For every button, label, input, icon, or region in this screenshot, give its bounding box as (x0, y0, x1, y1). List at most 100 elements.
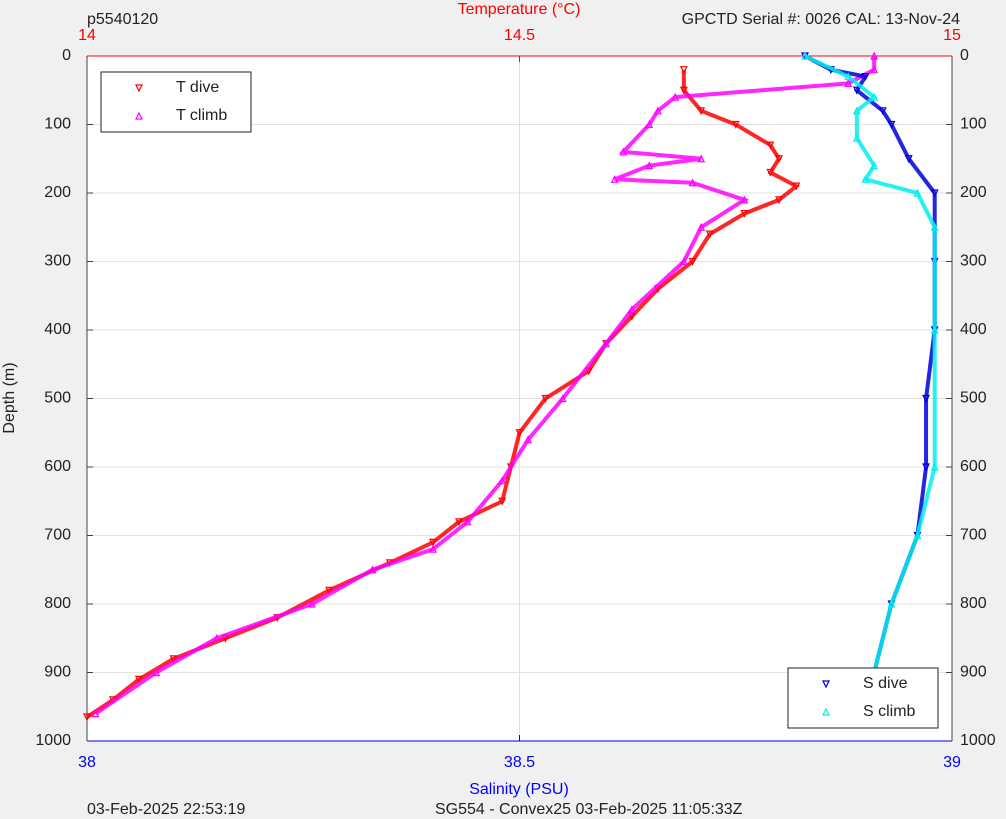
point (922, 394, 931, 403)
title-right: GPCTD Serial #: 0026 CAL: 13-Nov-24 (682, 11, 960, 28)
y2-tick-label: 1000 (960, 732, 996, 749)
x-axis-label: Salinity (PSU) (469, 781, 569, 798)
point (83, 713, 91, 722)
y2-tick-label: 400 (960, 321, 987, 338)
y-axis-label: Depth (m) (1, 362, 18, 433)
point (887, 599, 896, 608)
legend-label: T climb (176, 107, 227, 124)
x-tick-label: 38.5 (504, 754, 535, 771)
y-tick-label: 100 (44, 116, 71, 133)
point (922, 463, 931, 472)
x-tick-label: 39 (943, 754, 961, 771)
point (844, 79, 853, 88)
point (930, 222, 939, 231)
footer-left: 03-Feb-2025 22:53:19 (87, 801, 245, 818)
y2-tick-label: 0 (960, 47, 969, 64)
point (870, 51, 879, 60)
point (740, 209, 749, 218)
point (515, 429, 524, 438)
point (870, 65, 879, 74)
y-tick-label: 300 (44, 253, 71, 270)
legend-marker (822, 680, 830, 689)
point (688, 257, 697, 266)
y2-tick-label: 100 (960, 116, 987, 133)
point (498, 476, 507, 485)
point (775, 196, 783, 205)
y-tick-label: 0 (62, 47, 71, 64)
y-tick-label: 700 (44, 527, 71, 544)
y-tick-label: 500 (44, 390, 71, 407)
point (429, 544, 437, 553)
point (152, 668, 161, 677)
x2-tick-label: 14 (78, 27, 96, 44)
y2-tick-label: 700 (960, 527, 987, 544)
profile-line (94, 56, 877, 716)
point (463, 517, 472, 526)
point (169, 655, 178, 664)
legend-box (787, 667, 939, 729)
point (792, 182, 801, 191)
y-tick-label: 200 (44, 184, 71, 201)
point (679, 86, 688, 95)
y2-tick-label: 800 (960, 595, 987, 612)
point (454, 518, 463, 527)
point (524, 435, 533, 444)
point (930, 189, 939, 198)
x2-tick-label: 14.5 (504, 27, 535, 44)
point (688, 178, 697, 187)
x-tick-label: 38 (78, 754, 96, 771)
point (852, 86, 861, 95)
point (697, 222, 706, 231)
y2-tick-label: 900 (960, 664, 987, 681)
point (602, 339, 610, 348)
point (766, 168, 775, 177)
y-tick-label: 900 (44, 664, 71, 681)
point (671, 92, 680, 101)
y2-tick-label: 300 (960, 253, 987, 270)
y-tick-label: 1000 (35, 732, 71, 749)
y2-tick-label: 600 (960, 458, 987, 475)
point (930, 325, 939, 334)
point (913, 531, 922, 540)
point (861, 72, 870, 81)
point (368, 565, 377, 574)
point (930, 462, 939, 471)
point (325, 586, 334, 595)
point (645, 161, 654, 170)
point (627, 305, 636, 314)
y2-tick-label: 200 (960, 184, 987, 201)
point (541, 394, 550, 403)
point (740, 195, 749, 204)
legend-marker (822, 707, 830, 716)
point (852, 133, 861, 142)
x2-tick-label: 15 (943, 27, 961, 44)
legend-marker (135, 84, 143, 93)
point (844, 72, 853, 81)
x2-axis-label: Temperature (°C) (458, 1, 581, 18)
point (212, 633, 221, 642)
y-tick-label: 400 (44, 321, 71, 338)
point (904, 155, 913, 164)
point (697, 154, 706, 163)
legend-label: S dive (863, 675, 908, 692)
legend-label: T dive (176, 79, 219, 96)
point (705, 230, 714, 239)
point (645, 120, 654, 129)
point (870, 161, 879, 170)
profile-line (804, 54, 937, 718)
y-tick-label: 800 (44, 595, 71, 612)
point (870, 92, 879, 101)
point (852, 106, 861, 115)
point (731, 120, 740, 129)
point (913, 188, 922, 197)
point (610, 174, 619, 183)
point (679, 257, 688, 266)
point (134, 675, 143, 684)
footer-center: SG554 - Convex25 03-Feb-2025 11:05:33Z (435, 801, 743, 818)
y2-tick-label: 500 (960, 390, 987, 407)
point (429, 538, 437, 547)
legend-marker (135, 111, 143, 120)
point (498, 497, 507, 506)
